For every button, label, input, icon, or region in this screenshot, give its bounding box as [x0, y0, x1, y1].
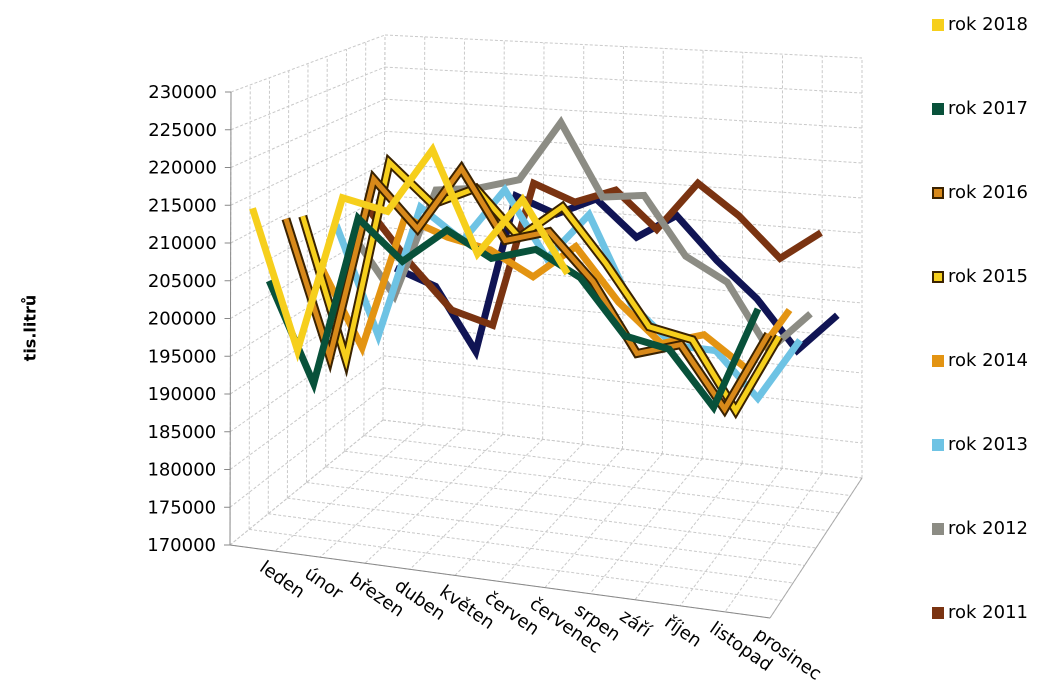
back-wall-gridline — [661, 48, 664, 454]
legend-swatch — [932, 270, 944, 283]
y-tick-label: 195000 — [148, 346, 217, 367]
floor-gridline — [382, 419, 863, 479]
side-wall-gridline — [230, 130, 385, 206]
legend-label: rok 2017 — [948, 98, 1028, 119]
legend-item: rok 2014 — [932, 350, 1028, 371]
side-wall-gridline — [230, 66, 386, 131]
floor-gridline — [344, 450, 840, 514]
legend-item: rok 2018 — [932, 14, 1028, 35]
y-tick-label: 215000 — [148, 195, 217, 216]
y-axis-label: tis.litrů — [20, 294, 40, 362]
back-wall-gridline — [741, 52, 744, 464]
legend-swatch — [932, 186, 944, 199]
series-line-rok-2011 — [366, 178, 823, 330]
legend: rok 2018 rok 2017 rok 2016 rok 2015 rok 2014… — [932, 0, 1056, 697]
legend-item: rok 2017 — [932, 98, 1028, 119]
side-wall-gridline — [230, 34, 386, 93]
legend-label: rok 2018 — [948, 14, 1028, 35]
floor-gridline — [364, 434, 504, 564]
y-tick-label: 190000 — [148, 384, 217, 405]
floor-gridline — [454, 443, 583, 576]
x-tick-label: říjen — [661, 612, 706, 652]
legend-label: rok 2011 — [948, 602, 1028, 623]
legend-label: rok 2015 — [948, 266, 1028, 287]
legend-label: rok 2016 — [948, 182, 1028, 203]
legend-label: rok 2012 — [948, 518, 1028, 539]
legend-item: rok 2016 — [932, 182, 1028, 203]
legend-swatch — [932, 102, 944, 115]
side-wall-gridline — [230, 291, 384, 395]
y-tick-label: 205000 — [148, 271, 217, 292]
floor-gridline — [268, 513, 794, 584]
y-tick-label: 230000 — [148, 82, 217, 103]
series-line-rok-2017 — [265, 211, 762, 415]
back-wall-gridline — [384, 34, 863, 59]
legend-swatch — [932, 606, 944, 619]
side-wall-gridline — [230, 98, 385, 168]
side-wall-gridline — [286, 70, 290, 499]
side-wall-gridline — [363, 42, 367, 436]
floor-gridline — [306, 482, 817, 549]
back-wall-gridline — [622, 46, 624, 450]
floor-gridline — [679, 468, 783, 607]
back-wall-gridline — [701, 50, 704, 459]
series-line-extra — [393, 190, 840, 361]
side-wall-gridline — [229, 387, 384, 508]
series-line-outline — [298, 153, 783, 420]
side-wall-gridline — [229, 419, 384, 546]
x-axis-line — [229, 544, 771, 619]
back-wall-gridline — [582, 44, 585, 445]
legend-swatch — [932, 438, 944, 451]
legend-item: rok 2013 — [932, 434, 1028, 455]
legend-label: rok 2013 — [948, 434, 1028, 455]
side-wall-gridline — [248, 84, 251, 530]
y-tick-label: 200000 — [148, 309, 217, 330]
legend-label: rok 2014 — [948, 350, 1028, 371]
legend-swatch — [932, 18, 944, 31]
y-tick-label: 170000 — [147, 535, 216, 556]
plot-area — [249, 115, 840, 420]
y-tick-label: 185000 — [148, 422, 217, 443]
y-tick-label: 180000 — [147, 460, 216, 481]
series-line-rok-2018 — [249, 142, 571, 363]
y-tick-label: 220000 — [148, 158, 217, 179]
floor-gridline — [363, 435, 851, 496]
side-wall-gridline — [230, 162, 385, 244]
y-tick-label: 210000 — [148, 233, 217, 254]
y-axis: 230000 225000 220000 215000 210000 205000 2000… — [147, 82, 231, 556]
floor-gridline — [325, 466, 828, 531]
side-wall-gridline — [229, 355, 384, 470]
side-wall-gridline — [267, 77, 270, 514]
x-tick-label: únor — [301, 563, 347, 604]
y-tick-label: 225000 — [148, 120, 217, 141]
floor-gridline — [724, 472, 823, 613]
legend-swatch — [932, 354, 944, 367]
legend-item: rok 2012 — [932, 518, 1028, 539]
legend-item: rok 2011 — [932, 602, 1028, 623]
back-wall-gridline — [384, 66, 863, 94]
legend-item: rok 2015 — [932, 266, 1028, 287]
back-wall-gridline — [542, 42, 545, 440]
floor-edge — [769, 477, 863, 619]
floor-gridline — [287, 497, 805, 566]
legend-swatch — [932, 522, 944, 535]
floor-gridline — [249, 528, 782, 601]
chart-walls — [229, 34, 863, 619]
floor-gridline — [544, 453, 663, 588]
floor-gridline — [229, 419, 384, 546]
x-tick-label: září — [616, 606, 656, 643]
series-line-rok-2015 — [300, 157, 782, 416]
y-tick-label: 175000 — [147, 497, 216, 518]
